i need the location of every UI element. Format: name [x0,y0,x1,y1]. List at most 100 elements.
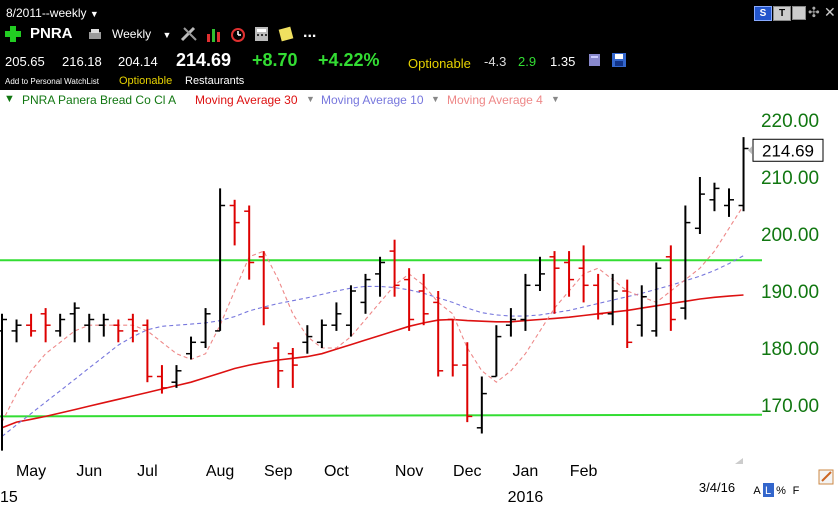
ohlc-bar [302,325,313,354]
scale-L-button-bg [763,483,774,497]
ohlc-bar [40,308,51,343]
ohlc-bar [360,273,371,314]
chevron-down-icon[interactable]: ▼ [431,94,440,104]
ohlc-bar [694,177,705,234]
stat-value-2: 2.9 [518,54,537,69]
alarm-clock-icon[interactable] [230,26,246,42]
ohlc-bar [549,251,560,314]
ohlc-bar [345,285,356,337]
window-title[interactable]: 8/2011--weekly ▼ [6,6,99,20]
bar-chart-icon[interactable] [206,26,222,42]
legend-series-price[interactable]: PNRA Panera Bread Co Cl A [22,93,177,107]
scale-button[interactable]: F [793,485,800,497]
stat-value-3: 1.35 [550,54,576,69]
database-icon[interactable] [588,53,602,67]
period-select[interactable]: Weekly ▼ [112,27,171,41]
low-value: 204.14 [118,54,158,69]
window-title-text: 8/2011--weekly [6,6,87,20]
minimize-icon[interactable] [792,6,806,20]
x-month-label: May [16,463,46,480]
ohlc-bar [69,302,80,343]
ohlc-bar [273,342,284,388]
more-button[interactable]: ... [303,24,317,41]
scale-button[interactable]: % [776,485,786,497]
chevron-down-icon: ▼ [162,30,172,40]
ohlc-bar [607,273,618,326]
legend-series-ma4[interactable]: Moving Average 4 [447,93,543,107]
chevron-down-icon: ▼ [89,9,99,19]
x-year-label: 15 [0,489,18,506]
ohlc-bar [651,262,662,337]
x-month-label: Dec [453,463,481,480]
ohlc-bar [593,273,604,320]
ohlc-bar [156,365,167,394]
scale-button[interactable]: A [753,485,761,497]
t-button[interactable]: T [773,6,791,21]
ohlc-bar [316,319,327,348]
close-icon[interactable]: ✕ [824,4,836,20]
chart-extras: A L% F [735,458,834,497]
ohlc-bar [520,273,531,331]
legend-series-ma30[interactable]: Moving Average 30 [195,93,298,107]
x-year-label: 2016 [508,489,544,506]
calculator-icon[interactable] [254,26,270,42]
x-month-label: Sep [264,463,293,480]
scale-button[interactable]: L [765,485,771,497]
ohlc-bar [404,268,415,331]
s-button-label: S [759,8,767,19]
symbol-label[interactable]: PNRA [30,25,73,42]
pencil-icon-stroke [821,471,832,482]
ohlc-bar [709,182,720,212]
ohlc-bar [171,365,182,388]
ohlc-bar [229,199,240,246]
ohlc-bar [215,188,226,332]
tools-icon[interactable] [180,26,198,42]
legend-marker-icon: ▼ [4,93,15,105]
x-month-label: Jan [513,463,539,480]
add-icon[interactable] [5,26,21,42]
y-tick-label: 180.00 [761,339,819,360]
chevron-down-icon[interactable]: ▼ [306,94,315,104]
ohlc-bar [331,302,342,331]
note-icon[interactable] [278,26,294,42]
printer-icon[interactable] [88,28,102,40]
save-icon[interactable] [612,53,626,67]
ohlc-bar [244,205,255,280]
price-change: +8.70 [252,50,298,70]
price-chart[interactable]: 170.00 180.00 190.00 200.00 210.00 220.00 214.… [0,108,838,509]
ohlc-bar [491,325,502,378]
period-label: Weekly [112,27,152,41]
legend-series-ma10[interactable]: Moving Average 10 [321,93,424,107]
x-month-label: Oct [324,463,349,480]
last-price-pointer-icon [748,146,752,155]
add-to-watchlist-link[interactable]: Add to Personal WatchList [5,77,99,86]
s-button[interactable]: S [754,6,772,21]
ohlc-bar [26,313,37,337]
ma30-line [1,294,744,429]
move-icon[interactable]: ✣ [808,4,820,20]
ohlc-bar [724,188,734,217]
chart-legend: ▼ PNRA Panera Bread Co Cl A Moving Avera… [0,90,838,110]
ohlc-bar [258,251,269,326]
support-line [0,413,763,418]
price-change-percent: +4.22% [318,50,380,70]
ohlc-bar [113,319,124,343]
open-value: 205.65 [5,54,45,69]
x-axis: May Jun Jul Aug Sep Oct Nov Dec Jan Feb 15 2016 3/4/… [0,463,735,506]
y-axis: 170.00 180.00 190.00 200.00 210.00 220.00 214.… [748,111,824,417]
ohlc-bar [200,308,211,348]
ohlc-bar [127,313,138,343]
x-month-label: Feb [570,463,598,480]
y-tick-label: 210.00 [761,168,819,189]
chevron-down-icon[interactable]: ▼ [551,94,560,104]
ohlc-bar [287,348,298,388]
ohlc-bar [186,336,197,360]
ohlc-bar [0,313,7,451]
x-month-label: Jul [137,463,157,480]
ohlc-bar [98,313,109,337]
last-price-box [752,138,824,162]
ohlc-bar [84,313,95,343]
scroll-arrow-icon [735,458,743,464]
ohlc-bar [505,308,516,337]
ohlc-bar [11,319,22,343]
